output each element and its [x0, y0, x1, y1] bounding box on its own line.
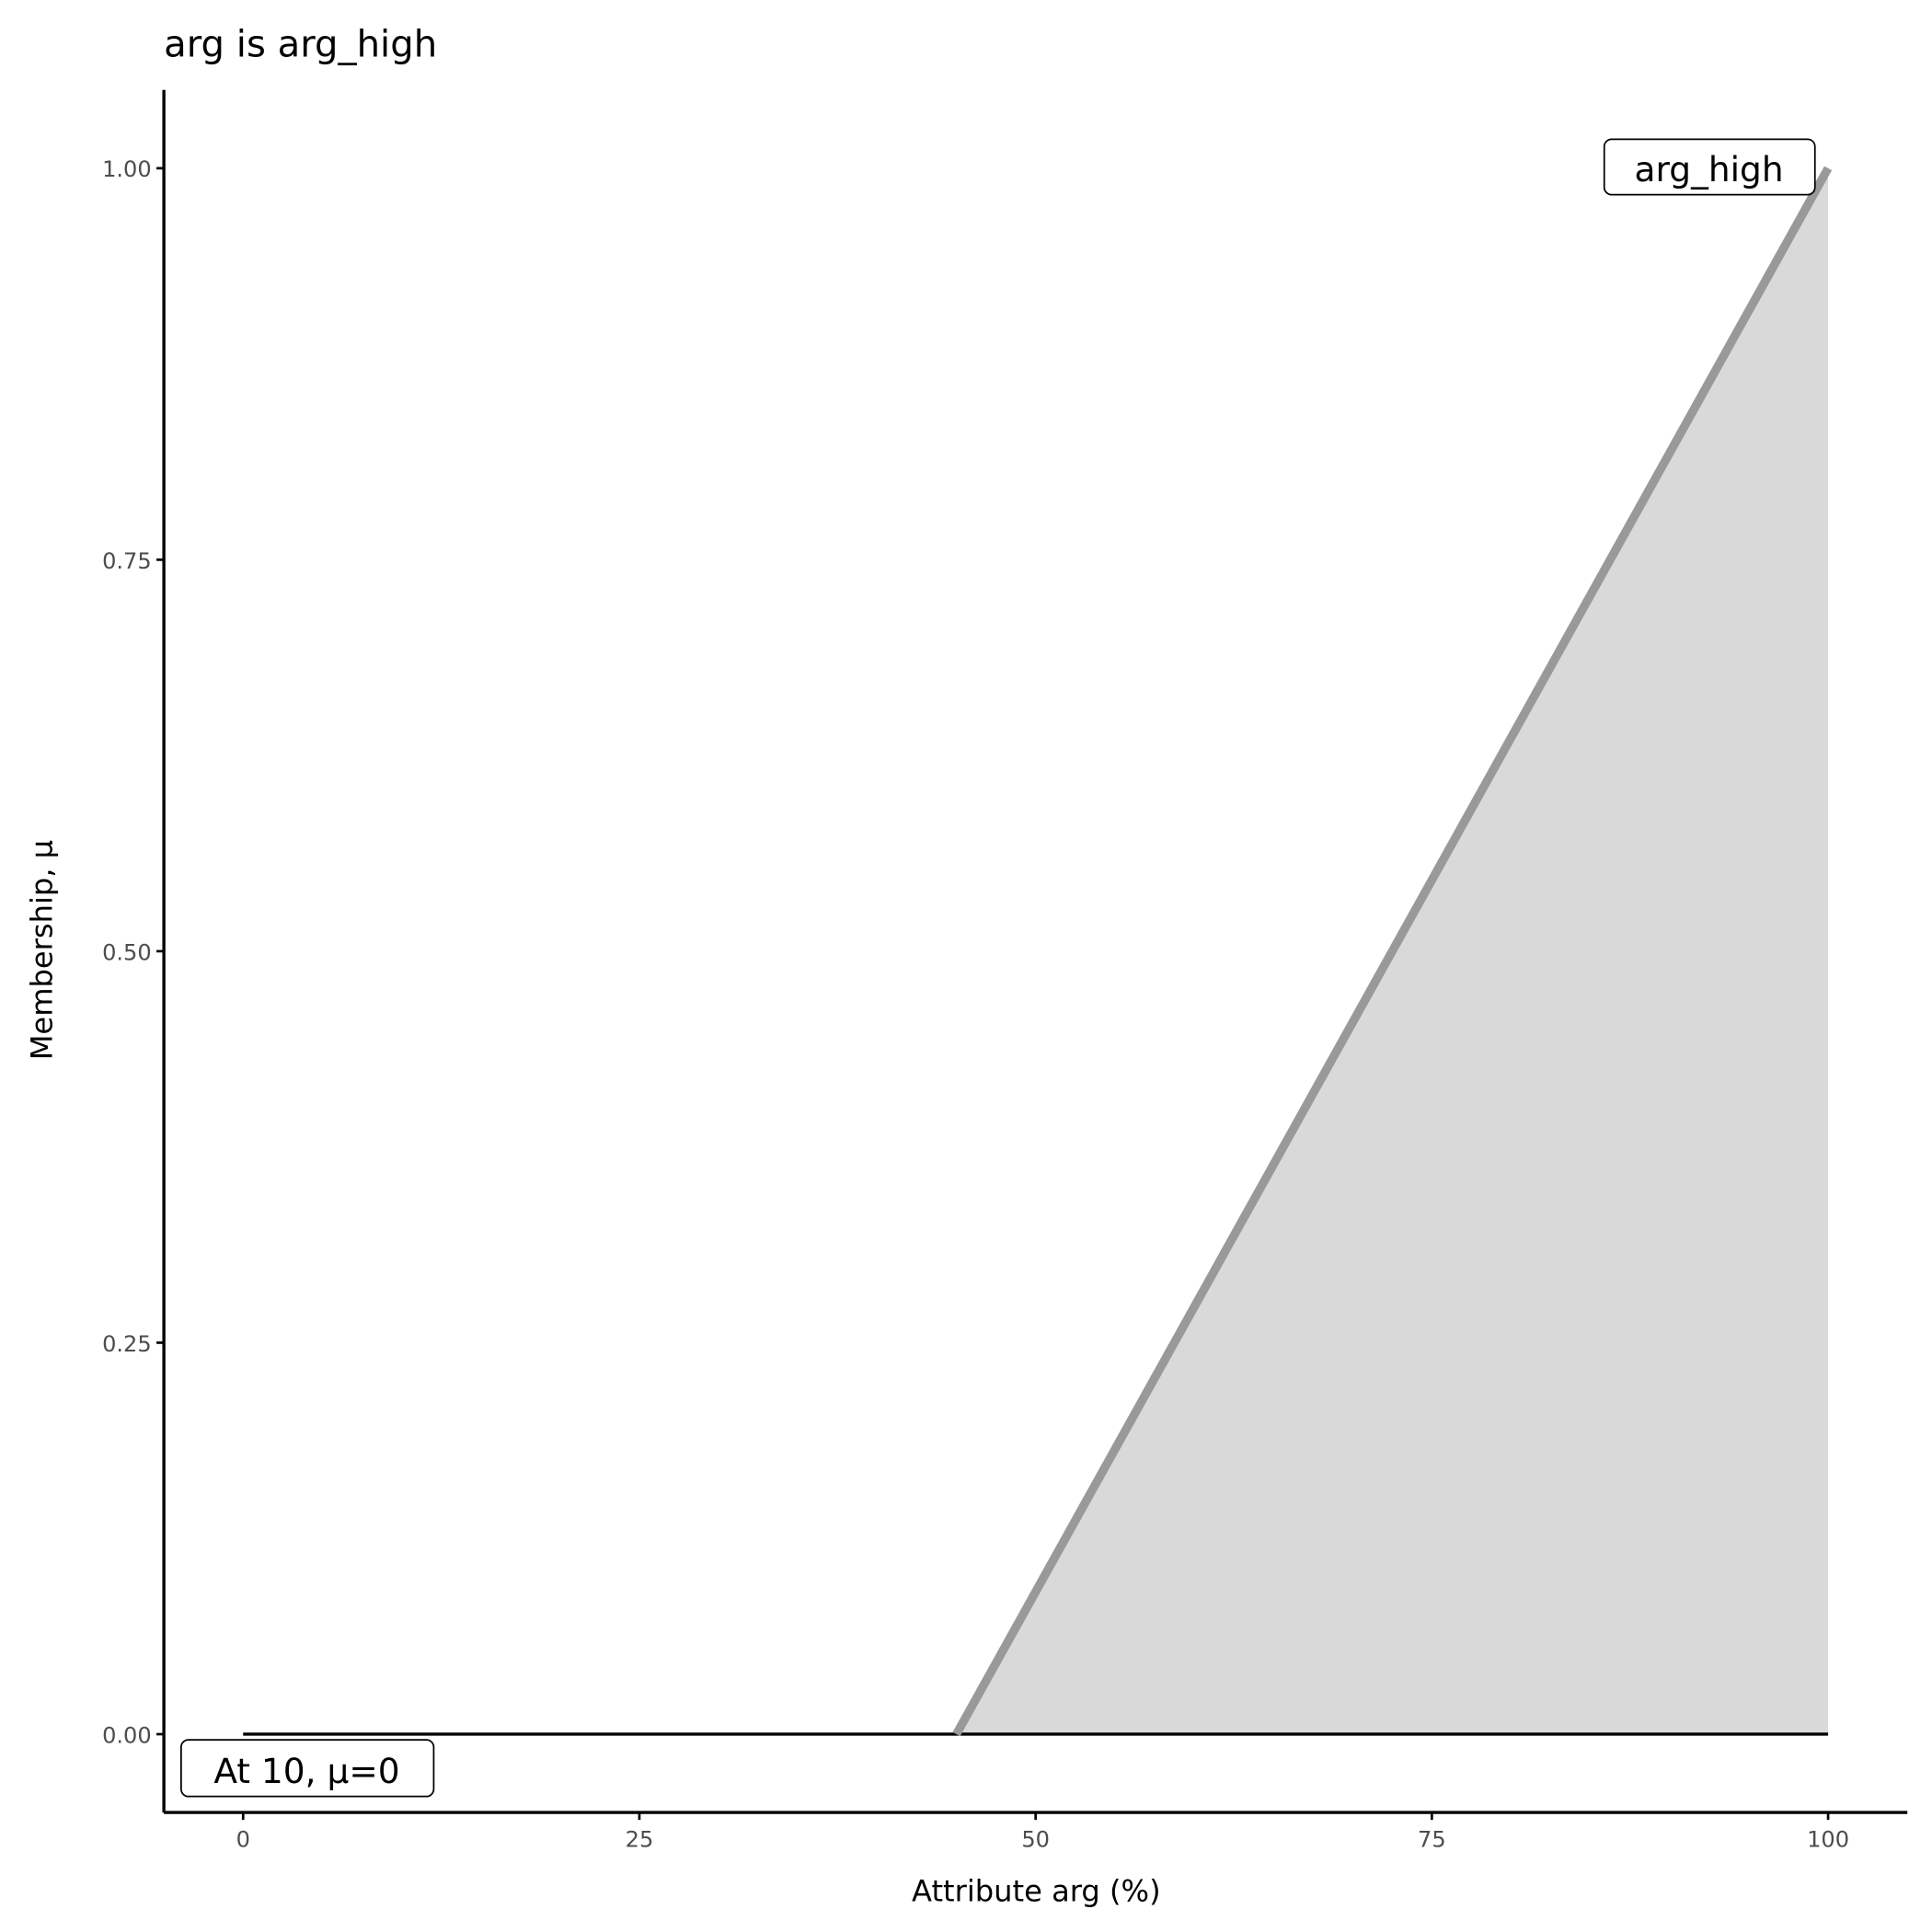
y-tick-label: 0.00 — [102, 1722, 152, 1748]
x-tick-label: 50 — [1021, 1827, 1050, 1853]
line — [952, 166, 1833, 1737]
y-tick-label: 1.00 — [102, 156, 152, 182]
y-tick-label: 0.75 — [102, 548, 152, 574]
chart-title: arg is arg_high — [164, 24, 437, 66]
x-tick-label: 100 — [1807, 1827, 1849, 1853]
plot — [243, 166, 1833, 1737]
x-tick-label: 25 — [626, 1827, 654, 1853]
y-tick-label: 0.25 — [102, 1331, 152, 1357]
y-tick-label: 0.50 — [102, 939, 152, 965]
y-axis-title: Membership, μ — [24, 840, 59, 1060]
annotation-box — [180, 1739, 435, 1798]
x-tick-label: 75 — [1418, 1827, 1446, 1853]
annotation-box — [1603, 138, 1816, 196]
annotation: At 10, μ=0 — [213, 1751, 399, 1791]
x-tick-label: 0 — [236, 1827, 250, 1853]
annotation: arg_high — [1635, 149, 1784, 190]
x-axis-title: Attribute arg (%) — [912, 1874, 1161, 1909]
